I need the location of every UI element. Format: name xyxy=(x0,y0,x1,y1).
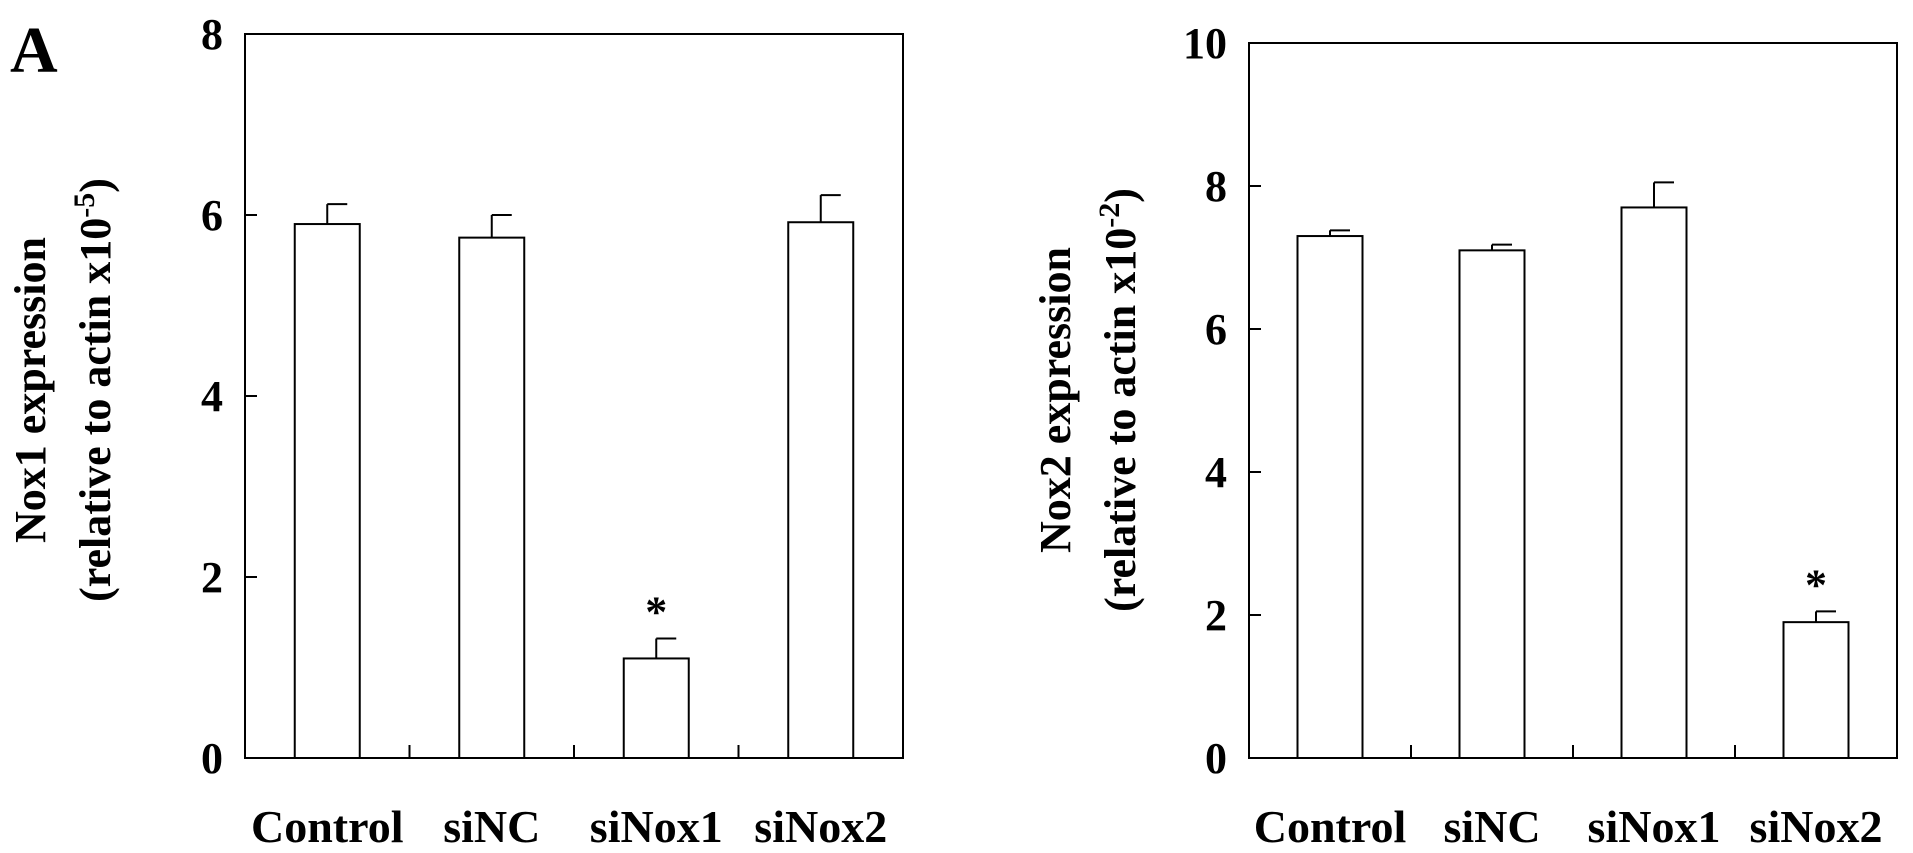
panel-label: A xyxy=(10,14,58,87)
y-tick-label: 6 xyxy=(201,191,223,240)
y-tick-label: 2 xyxy=(1205,591,1227,640)
x-category-label: siNox1 xyxy=(590,801,723,852)
bar xyxy=(1296,235,1364,760)
y-tick-label: 6 xyxy=(1205,305,1227,354)
bar xyxy=(1458,249,1526,759)
bar xyxy=(293,223,361,760)
x-category-label: Control xyxy=(1254,801,1407,852)
y-tick-label: 4 xyxy=(1205,448,1227,497)
y-tick-label: 0 xyxy=(1205,734,1227,783)
y-axis-label-superscript: -5 xyxy=(68,193,101,218)
y-axis-label-line1: Nox1 expression xyxy=(6,237,55,543)
bar xyxy=(1620,206,1688,759)
y-tick-label: 10 xyxy=(1183,19,1227,68)
x-category-label: siNC xyxy=(1443,801,1540,852)
significance-asterisk: * xyxy=(1805,560,1827,609)
y-axis-label-superscript: -2 xyxy=(1093,203,1126,228)
y-tick-label: 4 xyxy=(201,372,223,421)
nox2-chart: 0 2 4 6 8 10 Control siNC siNox1 * siNox2 Nox2 expr… xyxy=(1031,19,1898,852)
x-category-label: siNox1 xyxy=(1588,801,1721,852)
y-tick-label: 2 xyxy=(201,553,223,602)
y-tick-label: 8 xyxy=(201,10,223,59)
y-axis-label-line2: (relative to actin x10-5) xyxy=(68,178,120,602)
x-category-label: Control xyxy=(251,801,404,852)
x-category-label: siNox2 xyxy=(1750,801,1883,852)
y-axis-label-line2-base: (relative to actin x10 xyxy=(71,218,120,602)
bar xyxy=(787,221,855,760)
y-axis-label-line2-end: ) xyxy=(71,178,120,193)
x-category-label: siNox2 xyxy=(754,801,887,852)
nox1-chart: 0 2 4 6 8 Control siNC * siNox1 siNox2 Nox1 expres… xyxy=(6,10,904,852)
y-tick-label: 0 xyxy=(201,734,223,783)
bar xyxy=(1782,621,1850,760)
y-axis-label-line2-end: ) xyxy=(1096,188,1145,203)
y-axis-label-line2-base: (relative to actin x10 xyxy=(1096,228,1145,612)
significance-asterisk: * xyxy=(645,588,667,637)
y-axis-label-line2: (relative to actin x10-2) xyxy=(1093,188,1145,612)
y-axis-label-line1: Nox2 expression xyxy=(1031,247,1080,553)
bar xyxy=(622,657,690,760)
y-tick-label: 8 xyxy=(1205,162,1227,211)
x-category-label: siNC xyxy=(443,801,540,852)
bar xyxy=(458,236,526,759)
